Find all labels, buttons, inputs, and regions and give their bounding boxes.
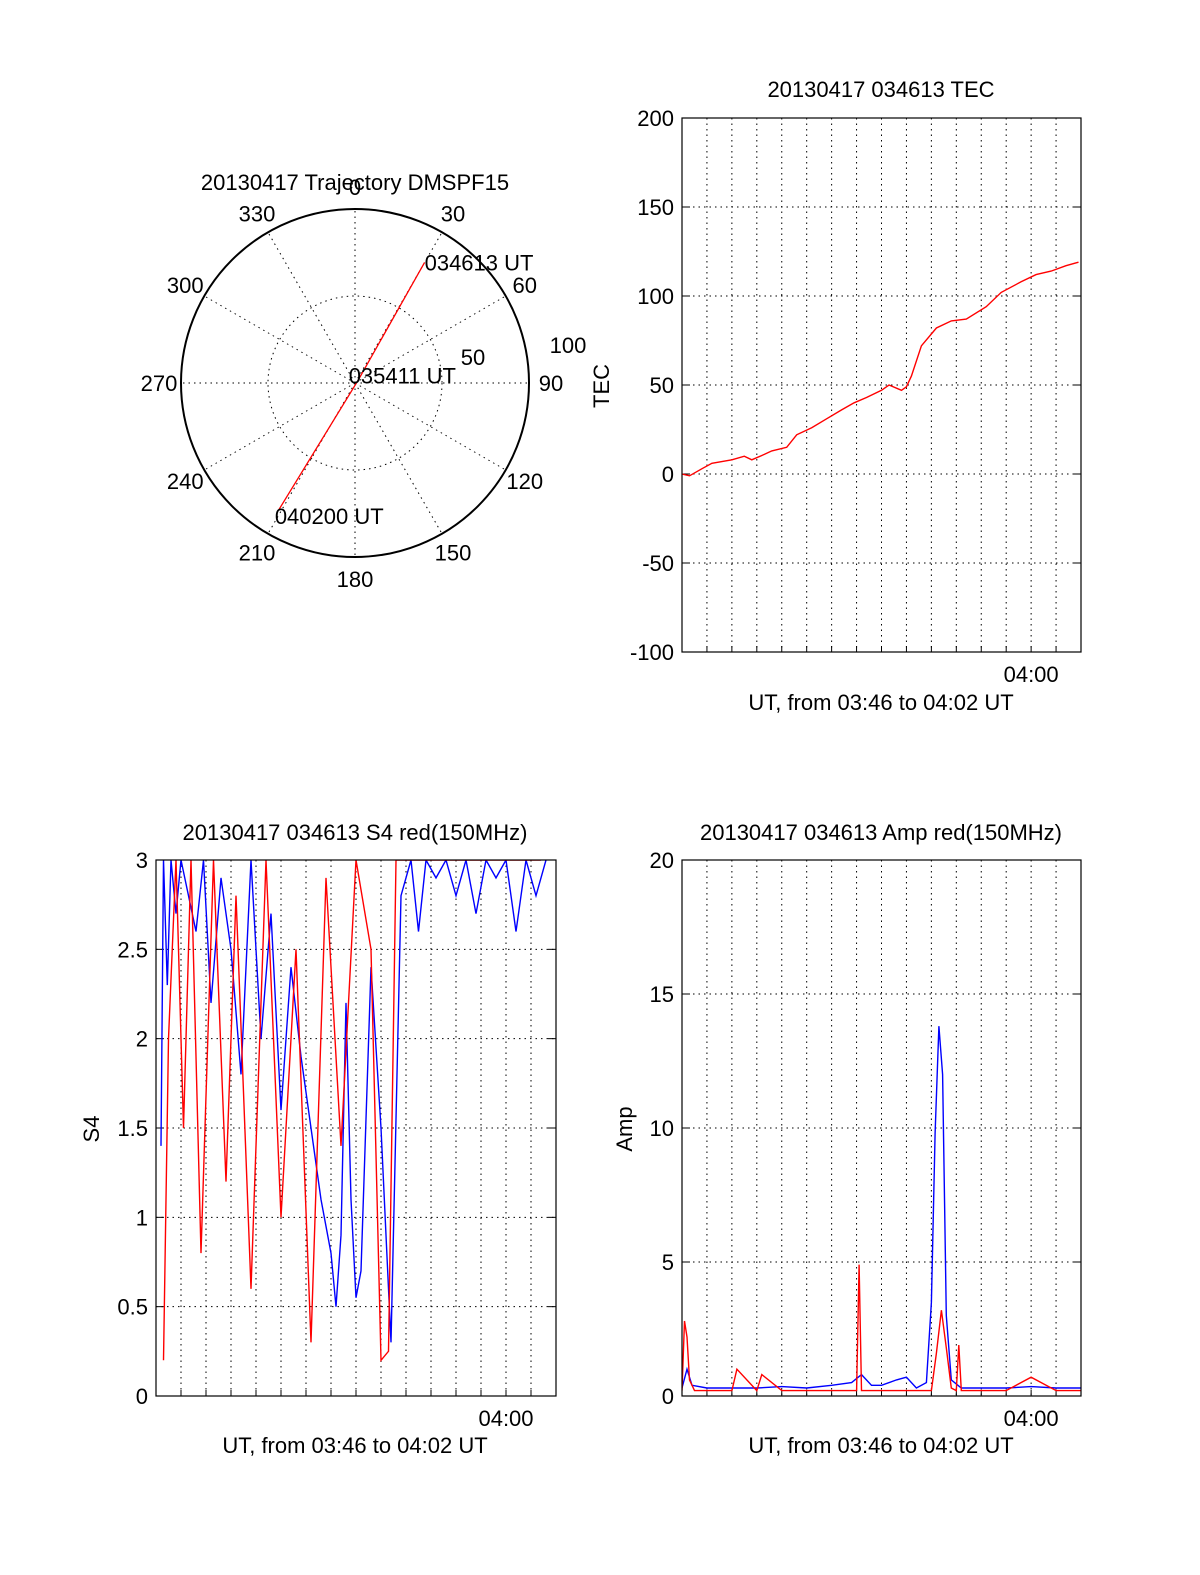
y-tick-label: 1.5 bbox=[117, 1116, 148, 1141]
polar-azimuth-label: 150 bbox=[435, 541, 472, 566]
y-tick-label: 10 bbox=[650, 1116, 674, 1141]
tec-ylabel: TEC bbox=[589, 364, 614, 408]
y-tick-label: 50 bbox=[650, 373, 674, 398]
polar-azimuth-label: 300 bbox=[167, 273, 204, 298]
polar-azimuth-label: 180 bbox=[337, 567, 374, 592]
s4-plot-area: 3 2.5 2 1.5 1 0.5 0 04:00 bbox=[117, 848, 557, 1431]
y-tick-label: 0 bbox=[662, 1384, 674, 1409]
amp-ylabel: Amp bbox=[612, 1106, 637, 1151]
polar-azimuth-label: 90 bbox=[539, 371, 563, 396]
tec-title: 20130417 034613 TEC bbox=[767, 77, 994, 102]
series-line-1 bbox=[162, 860, 541, 1363]
polar-azimuth-label: 270 bbox=[141, 371, 178, 396]
polar-grid bbox=[180, 208, 530, 558]
x-tick-label: 04:00 bbox=[478, 1406, 533, 1431]
polar-azimuth-label: 210 bbox=[239, 541, 276, 566]
s4-xlabel: UT, from 03:46 to 04:02 UT bbox=[222, 1433, 487, 1458]
amp-title: 20130417 034613 Amp red(150MHz) bbox=[700, 820, 1062, 845]
polar-azimuth-labels: 0 30 60 90 120 150 180 210 240 270 300 330 50 100 bbox=[141, 175, 587, 592]
x-tick-label: 04:00 bbox=[1004, 1406, 1059, 1431]
polar-spoke bbox=[354, 232, 443, 384]
y-tick-label: 0.5 bbox=[117, 1295, 148, 1320]
polar-azimuth-label: 30 bbox=[441, 201, 465, 226]
y-tick-label: 150 bbox=[637, 195, 674, 220]
polar-title: 20130417 Trajectory DMSPF15 bbox=[201, 170, 509, 195]
amp-plot-area: 20 15 10 5 0 04:00 bbox=[650, 848, 1082, 1431]
s4-chart: 20130417 034613 S4 red(150MHz) 3 2.5 2 1.5 1… bbox=[79, 820, 557, 1458]
x-tick-label: 04:00 bbox=[1004, 662, 1059, 687]
polar-azimuth-label: 120 bbox=[506, 469, 543, 494]
polar-spoke bbox=[204, 295, 356, 384]
series-line-0 bbox=[682, 1026, 1081, 1389]
polar-outer-circle bbox=[180, 208, 530, 558]
polar-spoke bbox=[354, 382, 506, 471]
y-tick-label: 1 bbox=[136, 1205, 148, 1230]
y-tick-label: 0 bbox=[136, 1384, 148, 1409]
polar-azimuth-label: 330 bbox=[239, 201, 276, 226]
y-tick-label: 200 bbox=[637, 106, 674, 131]
polar-trajectory: 034613 UT 035411 UT 040200 UT bbox=[275, 250, 534, 528]
polar-time-label: 040200 UT bbox=[275, 504, 384, 529]
amp-chart: 20130417 034613 Amp red(150MHz) 20 15 10 5 0… bbox=[612, 820, 1082, 1458]
series-line-0 bbox=[682, 261, 1079, 477]
polar-trajectory-line bbox=[278, 262, 426, 511]
polar-azimuth-label: 60 bbox=[512, 273, 536, 298]
s4-ylabel: S4 bbox=[79, 1116, 104, 1143]
y-tick-label: 15 bbox=[650, 982, 674, 1007]
y-tick-label: -100 bbox=[630, 640, 674, 665]
y-tick-label: 0 bbox=[662, 462, 674, 487]
polar-spoke bbox=[354, 382, 443, 534]
tec-xlabel: UT, from 03:46 to 04:02 UT bbox=[748, 690, 1013, 715]
polar-spoke bbox=[204, 382, 356, 471]
y-tick-label: -50 bbox=[642, 551, 674, 576]
y-tick-label: 2.5 bbox=[117, 937, 148, 962]
polar-radial-label: 50 bbox=[461, 345, 485, 370]
polar-spoke bbox=[267, 232, 356, 384]
y-tick-label: 100 bbox=[637, 284, 674, 309]
y-tick-label: 20 bbox=[650, 848, 674, 873]
polar-time-label: 035411 UT bbox=[349, 363, 456, 388]
tec-plot-area: 200 150 100 50 0 -50 -100 04:00 bbox=[630, 106, 1082, 687]
polar-inner-circle bbox=[267, 295, 443, 471]
polar-time-label: 034613 UT bbox=[425, 250, 534, 275]
polar-radial-label: 100 bbox=[550, 333, 587, 358]
y-tick-label: 3 bbox=[136, 848, 148, 873]
y-tick-label: 2 bbox=[136, 1027, 148, 1052]
series-line-0 bbox=[160, 860, 547, 1343]
y-tick-label: 5 bbox=[662, 1250, 674, 1275]
series-line-1 bbox=[682, 1264, 1081, 1392]
s4-title: 20130417 034613 S4 red(150MHz) bbox=[183, 820, 528, 845]
plot-frame bbox=[681, 859, 1082, 1397]
plot-frame bbox=[681, 117, 1082, 653]
polar-azimuth-label: 240 bbox=[167, 469, 204, 494]
polar-spoke bbox=[354, 295, 506, 384]
polar-chart: 20130417 Trajectory DMSPF15 0 30 60 90 120 15… bbox=[141, 170, 587, 592]
amp-xlabel: UT, from 03:46 to 04:02 UT bbox=[748, 1433, 1013, 1458]
plot-frame bbox=[155, 859, 557, 1397]
tec-chart: 20130417 034613 TEC 200 150 100 50 0 -50 -100 0… bbox=[589, 77, 1082, 715]
polar-azimuth-label: 0 bbox=[349, 175, 361, 200]
